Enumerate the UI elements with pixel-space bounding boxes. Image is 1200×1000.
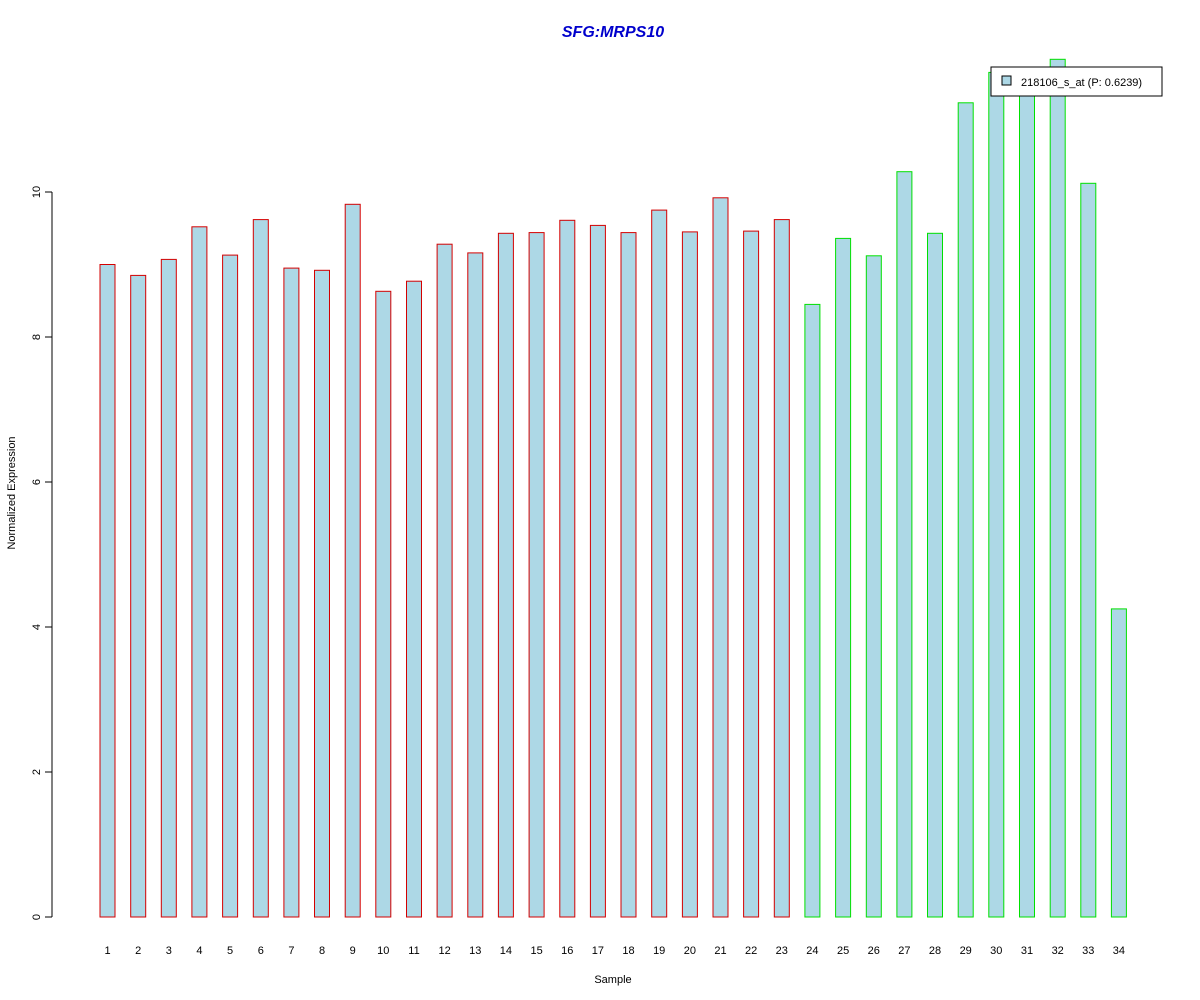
bar-sample-31 xyxy=(1019,75,1035,918)
x-tick-label: 8 xyxy=(319,945,325,957)
bar-sample-6 xyxy=(252,219,269,918)
x-tick-label: 20 xyxy=(684,945,696,957)
x-tick-label: 34 xyxy=(1113,945,1125,957)
x-tick-labels: 1 2 3 4 5 6 7 8 9 10 11 12 13 14 15 16 17 18 19 20 21 22 23 24 2… xyxy=(104,945,1125,957)
x-tick-label: 21 xyxy=(714,945,726,957)
x-tick-label: 15 xyxy=(530,945,542,957)
bar-sample-15 xyxy=(528,232,545,918)
legend-swatch xyxy=(1001,75,1012,86)
bar-sample-11 xyxy=(406,280,422,918)
bar-sample-33 xyxy=(1080,182,1097,918)
x-tick-label: 33 xyxy=(1082,945,1094,957)
bars xyxy=(99,58,1127,918)
bar-sample-21 xyxy=(712,197,729,918)
legend-label: 218106_s_at (P: 0.6239) xyxy=(1021,77,1142,89)
legend: 218106_s_at (P: 0.6239) xyxy=(990,66,1163,97)
x-tick-label: 5 xyxy=(227,945,233,957)
x-tick-label: 2 xyxy=(135,945,141,957)
bar-sample-28 xyxy=(927,232,943,918)
x-tick-label: 7 xyxy=(288,945,294,957)
bar-sample-32 xyxy=(1049,58,1066,918)
x-tick-label: 28 xyxy=(929,945,941,957)
x-tick-label: 9 xyxy=(350,945,356,957)
x-tick-label: 16 xyxy=(561,945,573,957)
x-tick-label: 32 xyxy=(1052,945,1064,957)
x-tick-label: 30 xyxy=(990,945,1002,957)
bar-sample-20 xyxy=(681,231,698,918)
bar-sample-5 xyxy=(222,254,239,918)
x-tick-label: 27 xyxy=(898,945,910,957)
bar-sample-23 xyxy=(773,219,790,918)
x-tick-label: 26 xyxy=(868,945,880,957)
bar-sample-17 xyxy=(589,224,606,918)
bar-sample-3 xyxy=(160,258,177,918)
legend-box xyxy=(990,66,1163,97)
x-tick-label: 3 xyxy=(166,945,172,957)
bar-sample-22 xyxy=(743,230,760,918)
bar-sample-1 xyxy=(99,264,116,918)
bar-sample-10 xyxy=(375,290,392,918)
bar-sample-4 xyxy=(191,226,208,918)
x-tick-label: 6 xyxy=(258,945,264,957)
bar-sample-24 xyxy=(804,303,821,918)
bar-sample-30 xyxy=(988,71,1005,918)
bar-sample-9 xyxy=(344,203,361,918)
y-tick-label: 0 xyxy=(31,914,43,920)
x-tick-label: 17 xyxy=(592,945,604,957)
x-tick-label: 13 xyxy=(469,945,481,957)
bar-sample-14 xyxy=(497,232,514,918)
bar-sample-26 xyxy=(865,255,882,918)
bar-sample-19 xyxy=(651,209,668,918)
bar-sample-8 xyxy=(314,269,330,918)
bar-sample-2 xyxy=(130,274,147,918)
bar-sample-13 xyxy=(467,252,484,918)
x-tick-label: 25 xyxy=(837,945,849,957)
x-tick-label: 19 xyxy=(653,945,665,957)
x-tick-label: 4 xyxy=(196,945,202,957)
bar-sample-34 xyxy=(1110,608,1127,918)
y-tick-label: 10 xyxy=(31,186,43,198)
x-axis-label: Sample xyxy=(594,974,631,986)
x-tick-label: 12 xyxy=(438,945,450,957)
y-axis: 0 2 4 6 8 10 xyxy=(31,186,53,920)
x-tick-label: 31 xyxy=(1021,945,1033,957)
x-tick-label: 23 xyxy=(776,945,788,957)
x-tick-label: 14 xyxy=(500,945,512,957)
y-tick-label: 6 xyxy=(31,479,43,485)
x-tick-label: 22 xyxy=(745,945,757,957)
x-tick-label: 29 xyxy=(960,945,972,957)
chart-title: SFG:MRPS10 xyxy=(562,24,664,41)
bar-sample-12 xyxy=(436,243,453,918)
x-tick-label: 10 xyxy=(377,945,389,957)
bar-sample-7 xyxy=(283,267,300,918)
x-tick-label: 11 xyxy=(408,945,419,957)
bar-sample-18 xyxy=(620,232,637,918)
y-tick-label: 4 xyxy=(31,624,43,630)
x-tick-label: 18 xyxy=(622,945,634,957)
x-tick-label: 1 xyxy=(104,945,110,957)
bar-sample-29 xyxy=(957,102,974,918)
bar-sample-16 xyxy=(559,219,576,918)
x-tick-label: 24 xyxy=(806,945,818,957)
y-axis-label: Normalized Expression xyxy=(6,436,18,549)
bar-sample-27 xyxy=(896,171,913,918)
bar-sample-25 xyxy=(835,237,852,918)
y-tick-label: 2 xyxy=(31,769,43,775)
y-tick-label: 8 xyxy=(31,334,43,340)
